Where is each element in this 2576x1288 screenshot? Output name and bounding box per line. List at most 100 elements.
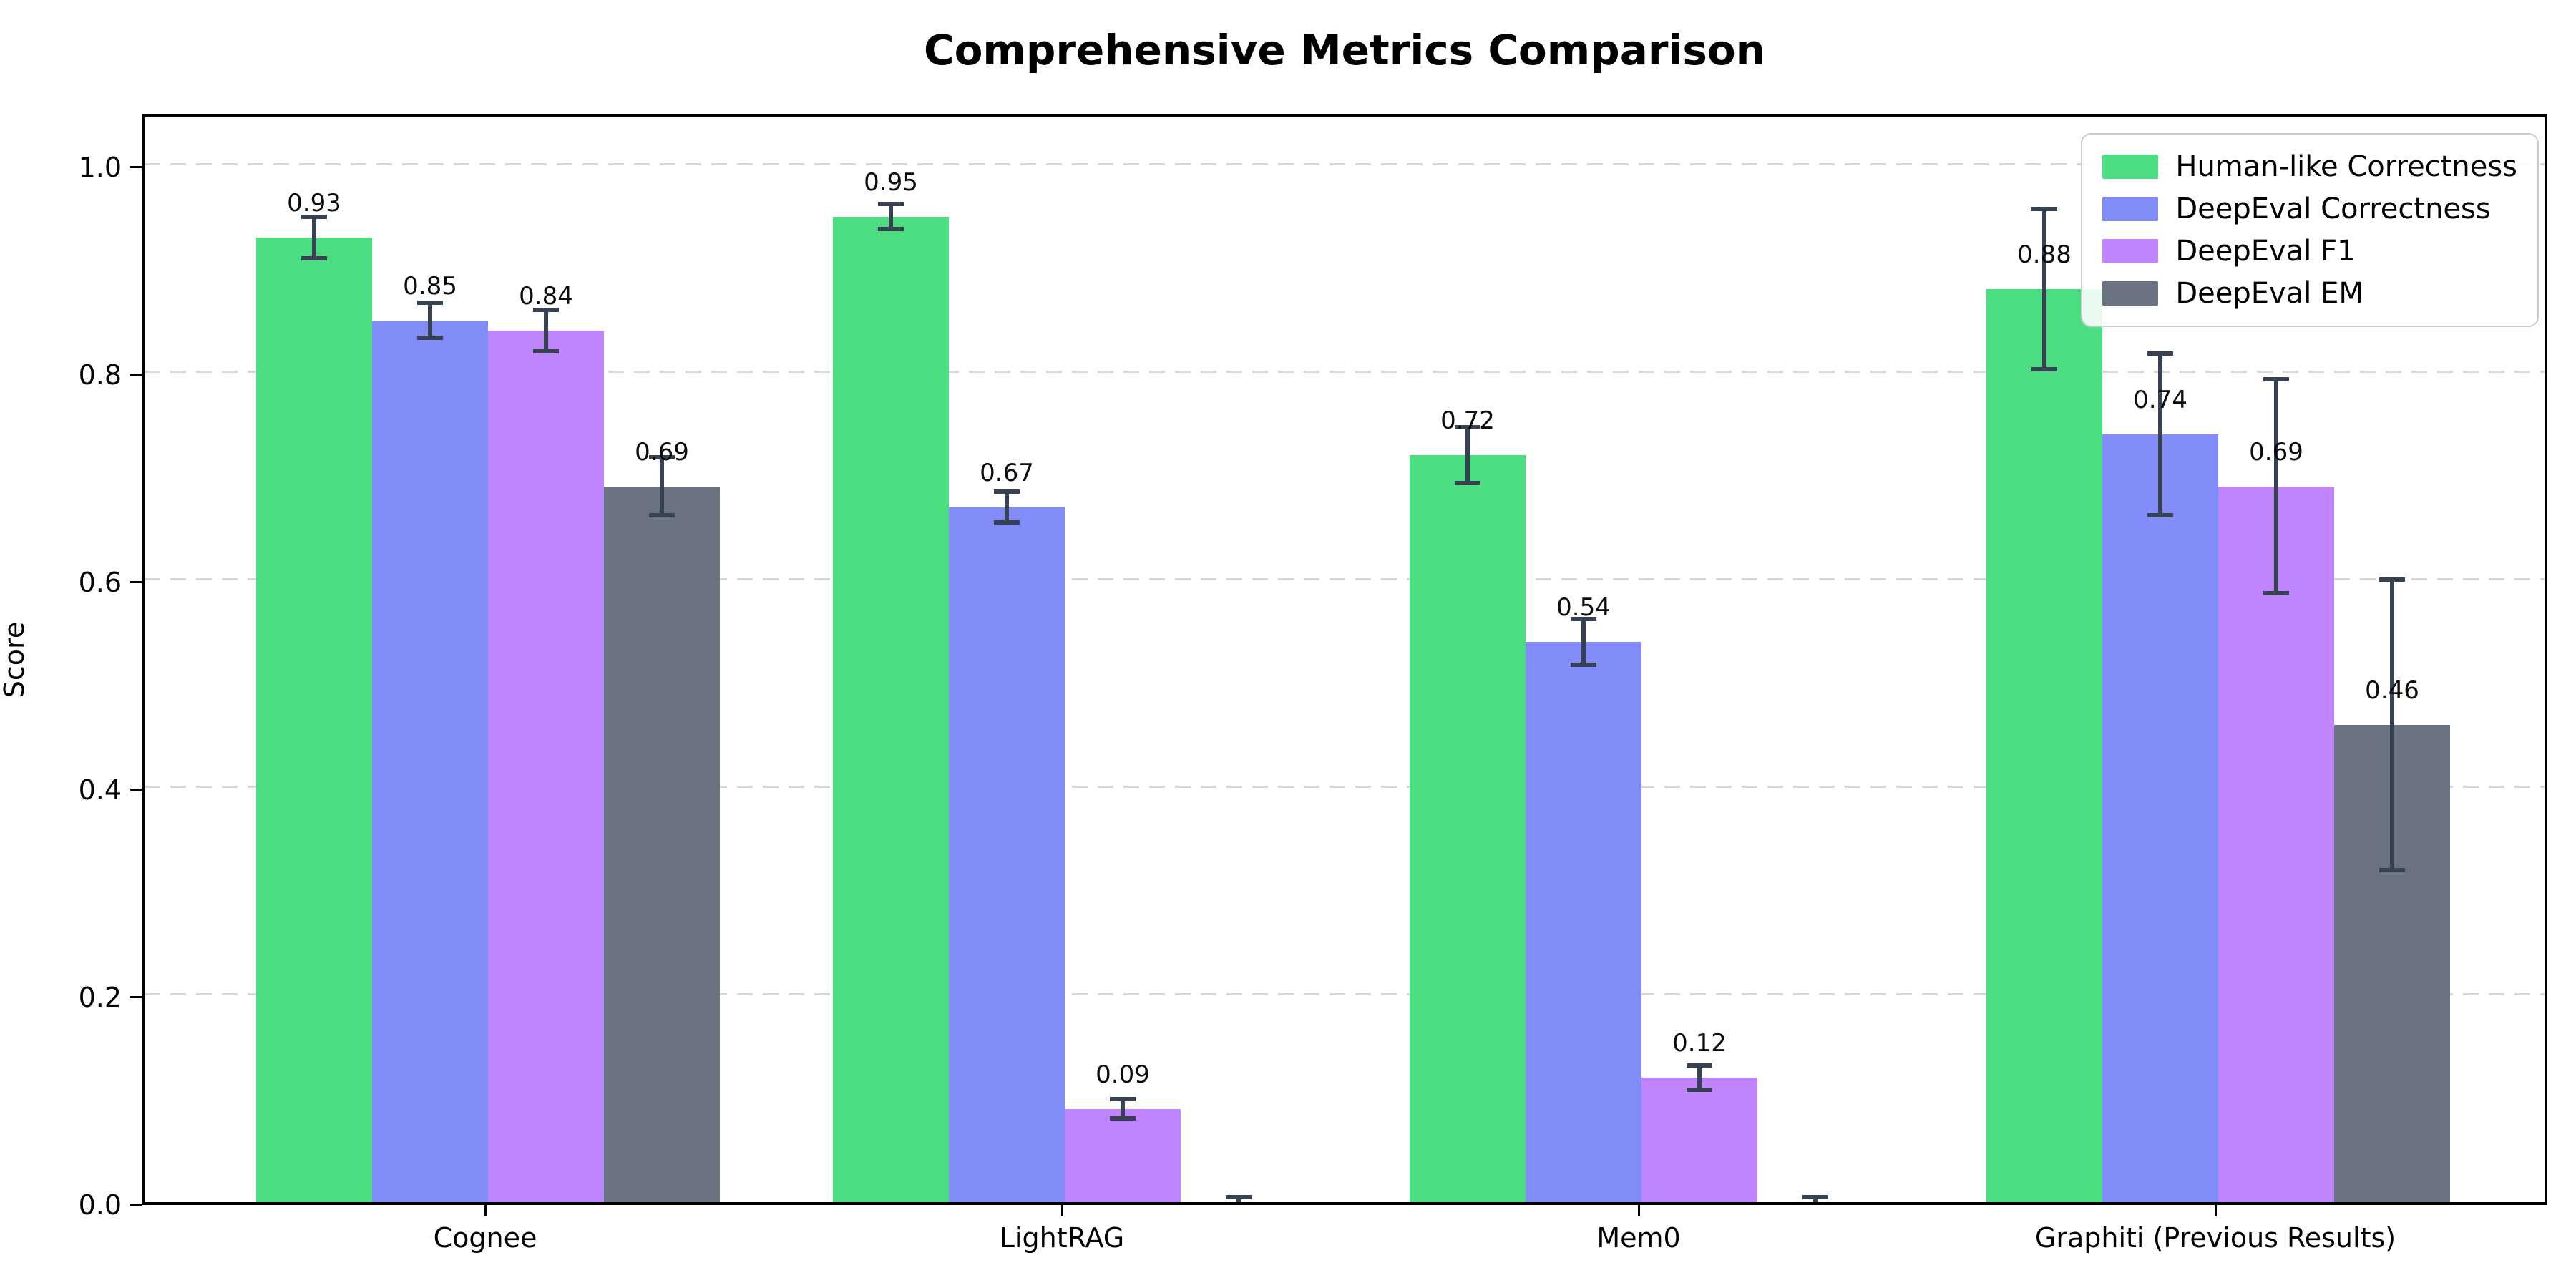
error-bar-cap bbox=[2263, 377, 2289, 382]
y-tick-label: 0.2 bbox=[78, 982, 122, 1013]
bar bbox=[1410, 455, 1526, 1202]
value-label: 0.93 bbox=[287, 188, 341, 218]
legend-item: DeepEval F1 bbox=[2102, 235, 2517, 268]
error-bar-cap bbox=[2379, 577, 2405, 582]
x-tick bbox=[2215, 1205, 2217, 1216]
error-bar bbox=[2158, 353, 2162, 516]
y-tick bbox=[130, 789, 142, 791]
value-label: 0.72 bbox=[1440, 406, 1495, 436]
y-tick bbox=[130, 374, 142, 376]
value-label: 0.67 bbox=[980, 458, 1034, 487]
gridline bbox=[145, 993, 2545, 995]
bar bbox=[1641, 1078, 1757, 1202]
y-tick-label: 1.0 bbox=[78, 152, 122, 183]
error-bar-cap bbox=[2031, 366, 2057, 371]
y-tick-label: 0.8 bbox=[78, 359, 122, 391]
legend: Human-like Correctness DeepEval Correctne… bbox=[2081, 133, 2539, 327]
error-bar bbox=[889, 204, 893, 229]
error-bar-cap bbox=[2147, 513, 2173, 518]
bar bbox=[372, 320, 488, 1202]
gridline bbox=[145, 371, 2545, 373]
error-bar bbox=[2274, 379, 2278, 593]
value-label: 0.09 bbox=[1096, 1060, 1150, 1089]
value-label: 0.69 bbox=[2249, 437, 2303, 467]
legend-swatch bbox=[2102, 155, 2159, 179]
error-bar-cap bbox=[878, 226, 904, 231]
y-tick-label: 0.0 bbox=[78, 1189, 122, 1221]
error-bar bbox=[1005, 491, 1009, 523]
y-tick bbox=[130, 996, 142, 998]
error-bar-cap bbox=[2263, 590, 2289, 595]
bar bbox=[833, 216, 949, 1202]
error-bar bbox=[1813, 1196, 1818, 1202]
error-bar-cap bbox=[649, 454, 675, 459]
legend-item: DeepEval Correctness bbox=[2102, 192, 2517, 225]
error-bar bbox=[428, 302, 432, 338]
error-bar-cap bbox=[1802, 1194, 1828, 1199]
bar bbox=[1526, 642, 1641, 1202]
value-label: 0.85 bbox=[403, 271, 457, 301]
error-bar-cap bbox=[994, 520, 1020, 525]
error-bar bbox=[1581, 619, 1586, 665]
legend-swatch bbox=[2102, 281, 2159, 306]
error-bar-cap bbox=[301, 255, 327, 260]
x-tick bbox=[1061, 1205, 1063, 1216]
error-bar bbox=[2390, 580, 2394, 870]
error-bar bbox=[2042, 209, 2046, 369]
legend-item: Human-like Correctness bbox=[2102, 150, 2517, 183]
value-label: 0.88 bbox=[2017, 240, 2072, 270]
value-label: 0.95 bbox=[864, 167, 918, 197]
value-label: 0.46 bbox=[2365, 676, 2419, 706]
error-bar-cap bbox=[301, 214, 327, 219]
bar bbox=[604, 486, 720, 1202]
error-bar-cap bbox=[1571, 617, 1596, 622]
error-bar-cap bbox=[1455, 424, 1480, 429]
error-bar bbox=[660, 457, 664, 516]
error-bar bbox=[1121, 1099, 1125, 1118]
error-bar bbox=[1697, 1065, 1702, 1091]
error-bar-cap bbox=[649, 513, 675, 518]
bar bbox=[1986, 289, 2102, 1202]
legend-label: DeepEval F1 bbox=[2175, 235, 2356, 268]
value-label: 0.12 bbox=[1672, 1029, 1727, 1058]
y-tick-label: 0.6 bbox=[78, 567, 122, 598]
error-bar bbox=[1465, 426, 1470, 484]
gridline bbox=[145, 578, 2545, 580]
legend-label: DeepEval EM bbox=[2175, 277, 2363, 310]
x-tick bbox=[484, 1205, 487, 1216]
legend-item: DeepEval EM bbox=[2102, 277, 2517, 310]
legend-swatch bbox=[2102, 197, 2159, 221]
y-tick bbox=[130, 166, 142, 168]
legend-label: Human-like Correctness bbox=[2175, 150, 2517, 183]
bar bbox=[2102, 434, 2218, 1202]
bar bbox=[1065, 1108, 1181, 1202]
gridline bbox=[145, 786, 2545, 788]
x-tick-label: Cognee bbox=[433, 1222, 537, 1254]
error-bar-cap bbox=[1110, 1116, 1136, 1121]
x-tick bbox=[1638, 1205, 1640, 1216]
value-label: 0.74 bbox=[2133, 386, 2187, 415]
bar bbox=[488, 331, 604, 1202]
error-bar-cap bbox=[1687, 1063, 1712, 1068]
legend-label: DeepEval Correctness bbox=[2175, 192, 2491, 225]
x-tick-label: Graphiti (Previous Results) bbox=[2034, 1222, 2396, 1254]
bar bbox=[256, 237, 372, 1202]
legend-swatch bbox=[2102, 239, 2159, 263]
error-bar-cap bbox=[417, 336, 443, 341]
error-bar bbox=[544, 310, 548, 351]
error-bar-cap bbox=[878, 202, 904, 207]
y-tick bbox=[130, 1204, 142, 1206]
error-bar-cap bbox=[533, 308, 559, 312]
y-tick bbox=[130, 581, 142, 583]
x-tick-label: Mem0 bbox=[1596, 1222, 1681, 1254]
chart-title: Comprehensive Metrics Comparison bbox=[924, 26, 1765, 74]
y-tick-label: 0.4 bbox=[78, 774, 122, 806]
gridline bbox=[145, 163, 2545, 165]
x-tick-label: LightRAG bbox=[999, 1222, 1125, 1254]
bar bbox=[2218, 486, 2334, 1202]
value-label: 0.69 bbox=[635, 437, 689, 467]
error-bar-cap bbox=[2379, 868, 2405, 872]
error-bar-cap bbox=[2147, 351, 2173, 356]
error-bar-cap bbox=[2031, 207, 2057, 212]
